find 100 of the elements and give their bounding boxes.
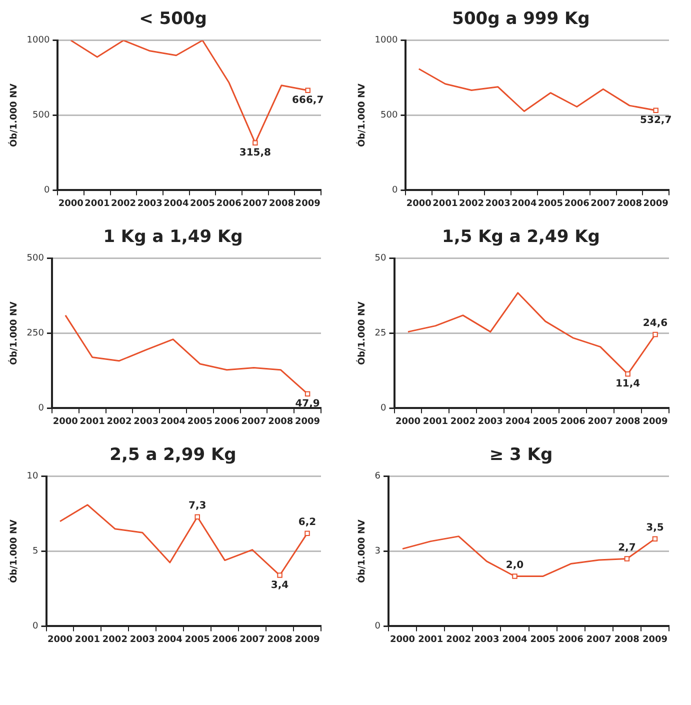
x-tick-label: 2008 bbox=[615, 416, 640, 427]
chart-title: ≥ 3 Kg bbox=[488, 444, 554, 467]
y-tick-label: 250 bbox=[26, 328, 44, 339]
y-tick-label: 0 bbox=[44, 186, 50, 196]
y-axis-title: Ób/1.000 NV bbox=[8, 520, 20, 584]
x-tick-label: 2006 bbox=[560, 416, 586, 427]
x-tick-label: 2003 bbox=[130, 634, 155, 645]
x-tick-label: 2001 bbox=[432, 198, 458, 209]
x-tick-label: 2009 bbox=[642, 416, 668, 427]
x-tick-label: 2001 bbox=[418, 634, 444, 645]
data-label: 2,7 bbox=[618, 542, 636, 554]
point bbox=[624, 556, 630, 562]
y-axis-title: Ób/1.000 NV bbox=[356, 84, 368, 148]
data-label: 2,0 bbox=[506, 560, 524, 571]
x-tick-label: 2001 bbox=[80, 416, 105, 427]
y-axis-title: Ób/1.000 NV bbox=[8, 302, 20, 366]
x-tick-label: 2009 bbox=[295, 416, 320, 427]
x-tick-label: 2002 bbox=[446, 634, 472, 645]
x-tick-label: 2003 bbox=[137, 198, 162, 209]
x-tick-label: 2006 bbox=[558, 634, 584, 645]
data-label: 11,4 bbox=[615, 378, 640, 390]
x-tick-label: 2005 bbox=[187, 416, 212, 427]
x-tick-label: 2000 bbox=[47, 634, 73, 645]
y-tick-label: 25 bbox=[374, 328, 386, 339]
chart-title: 2,5 a 2,99 Kg bbox=[108, 444, 238, 467]
y-tick-label: 50 bbox=[374, 254, 387, 264]
x-tick-label: 2008 bbox=[268, 416, 294, 427]
x-tick-label: 2003 bbox=[474, 634, 500, 645]
x-tick-label: 2000 bbox=[52, 416, 78, 427]
x-tick-label: 2006 bbox=[564, 198, 590, 209]
x-tick-label: 2008 bbox=[616, 198, 642, 209]
data-label: 3,4 bbox=[270, 580, 289, 591]
x-tick-label: 2008 bbox=[268, 198, 294, 209]
x-tick-label: 2002 bbox=[450, 416, 476, 427]
x-tick-label: 2007 bbox=[242, 198, 268, 209]
chart-title: 1 Kg a 1,49 Kg bbox=[102, 226, 244, 249]
x-tick-label: 2002 bbox=[110, 198, 136, 209]
x-tick-label: 2005 bbox=[184, 634, 210, 645]
x-tick-label: 2000 bbox=[58, 198, 84, 209]
x-tick-label: 2004 bbox=[157, 634, 182, 645]
x-tick-label: 2004 bbox=[160, 416, 186, 427]
y-tick-label: 500 bbox=[26, 254, 44, 264]
data-label: 24,6 bbox=[642, 318, 668, 330]
point bbox=[304, 530, 310, 536]
x-tick-label: 2004 bbox=[502, 634, 528, 645]
x-tick-label: 2005 bbox=[190, 198, 216, 209]
x-tick-label: 2006 bbox=[216, 198, 242, 209]
y-tick-label: 500 bbox=[32, 110, 50, 121]
x-tick-label: 2003 bbox=[134, 416, 159, 427]
data-label: 3,5 bbox=[646, 522, 664, 534]
x-tick-label: 2004 bbox=[512, 198, 537, 209]
point bbox=[277, 572, 282, 578]
data-label: 666,7 bbox=[292, 94, 324, 106]
y-tick-label: 6 bbox=[374, 472, 381, 482]
x-tick-label: 2009 bbox=[294, 634, 320, 645]
x-tick-label: 2009 bbox=[295, 198, 320, 209]
x-tick-label: 2001 bbox=[74, 634, 100, 645]
x-tick-label: 2008 bbox=[614, 634, 640, 645]
data-label: 532,7 bbox=[640, 114, 672, 126]
x-tick-label: 2004 bbox=[164, 198, 189, 209]
y-tick-label: 1000 bbox=[374, 36, 398, 46]
x-tick-label: 2007 bbox=[241, 416, 266, 427]
x-tick-label: 2002 bbox=[106, 416, 132, 427]
x-tick-label: 2004 bbox=[505, 416, 530, 427]
y-axis-title: Ób/1.000 NV bbox=[356, 302, 368, 366]
x-tick-label: 2005 bbox=[538, 198, 564, 209]
y-tick-label: 0 bbox=[392, 186, 398, 196]
x-tick-label: 2002 bbox=[458, 198, 484, 209]
x-tick-label: 2007 bbox=[588, 416, 613, 427]
y-tick-label: 1000 bbox=[26, 36, 50, 46]
x-tick-label: 2009 bbox=[643, 198, 668, 209]
data-label: 7,3 bbox=[188, 500, 206, 512]
chart-title: 1,5 Kg a 2,49 Kg bbox=[441, 226, 601, 249]
data-label: 6,2 bbox=[298, 516, 316, 528]
y-tick-label: 10 bbox=[26, 472, 39, 482]
y-tick-label: 5 bbox=[32, 546, 38, 557]
data-label: 47,9 bbox=[295, 398, 320, 410]
x-tick-label: 2007 bbox=[240, 634, 265, 645]
point bbox=[652, 536, 658, 542]
x-tick-label: 2000 bbox=[390, 634, 416, 645]
y-tick-label: 500 bbox=[380, 110, 398, 121]
y-axis-title: Ób/1.000 NV bbox=[356, 520, 368, 584]
x-tick-label: 2001 bbox=[422, 416, 448, 427]
chart-title: 500g a 999 Kg bbox=[451, 8, 591, 31]
x-tick-label: 2003 bbox=[478, 416, 503, 427]
x-tick-label: 2006 bbox=[214, 416, 240, 427]
x-tick-label: 2006 bbox=[212, 634, 238, 645]
x-tick-label: 2000 bbox=[395, 416, 421, 427]
x-tick-label: 2009 bbox=[642, 634, 668, 645]
x-tick-label: 2005 bbox=[532, 416, 558, 427]
y-axis-title: Ób/1.000 NV bbox=[8, 84, 20, 148]
point bbox=[194, 514, 200, 520]
x-tick-label: 2000 bbox=[406, 198, 432, 209]
x-tick-label: 2008 bbox=[267, 634, 292, 645]
x-tick-label: 2007 bbox=[590, 198, 616, 209]
x-tick-label: 2005 bbox=[530, 634, 556, 645]
y-tick-label: 0 bbox=[374, 622, 381, 632]
point bbox=[512, 574, 518, 579]
x-tick-label: 2001 bbox=[84, 198, 110, 209]
x-tick-label: 2002 bbox=[102, 634, 128, 645]
